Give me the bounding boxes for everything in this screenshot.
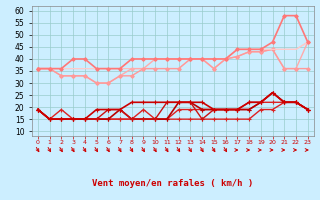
Text: Vent moyen/en rafales ( km/h ): Vent moyen/en rafales ( km/h ) — [92, 180, 253, 188]
